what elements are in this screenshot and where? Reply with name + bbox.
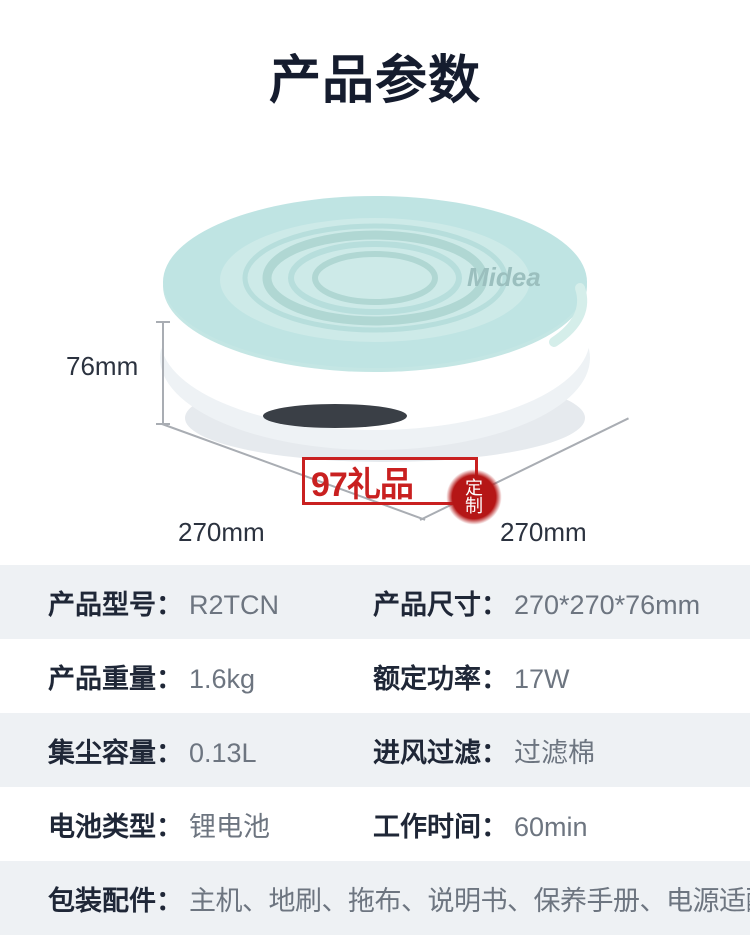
watermark-seal-text: 定 (465, 479, 483, 497)
spec-cell: 额定功率： 17W (365, 657, 750, 696)
spec-label: 进风过滤： (373, 731, 508, 770)
watermark-text: 97礼品 (311, 457, 413, 506)
spec-value: 过滤棉 (514, 731, 595, 770)
spec-cell: 产品型号： R2TCN (0, 583, 365, 622)
dimension-label-depth: 270mm (500, 517, 587, 548)
dimension-tick (156, 321, 170, 323)
spec-value: R2TCN (189, 590, 279, 621)
spec-value: 主机、地刷、拖布、说明书、保养手册、电源适配器 (189, 879, 750, 918)
spec-label: 产品尺寸： (373, 583, 508, 622)
product-diagram: Midea 76mm 270mm 270mm 97礼品 定 制 (0, 113, 750, 533)
spec-cell: 产品尺寸： 270*270*76mm (365, 583, 750, 622)
spec-row: 产品重量： 1.6kg 额定功率： 17W (0, 639, 750, 713)
spec-cell: 集尘容量： 0.13L (0, 731, 365, 770)
page-title: 产品参数 (0, 0, 750, 113)
robot-vacuum-illustration: Midea (135, 168, 615, 478)
spec-label: 电池类型： (48, 805, 183, 844)
spec-value: 0.13L (189, 738, 257, 769)
spec-label: 产品型号： (48, 583, 183, 622)
spec-value: 锂电池 (189, 805, 270, 844)
spec-row: 集尘容量： 0.13L 进风过滤： 过滤棉 (0, 713, 750, 787)
spec-value: 17W (514, 664, 570, 695)
spec-cell: 包装配件： 主机、地刷、拖布、说明书、保养手册、电源适配器 (0, 879, 750, 918)
spec-cell: 产品重量： 1.6kg (0, 657, 365, 696)
spec-row: 电池类型： 锂电池 工作时间： 60min (0, 787, 750, 861)
spec-table: 产品型号： R2TCN 产品尺寸： 270*270*76mm 产品重量： 1.6… (0, 565, 750, 935)
spec-cell: 电池类型： 锂电池 (0, 805, 365, 844)
watermark-seal: 定 制 (446, 469, 502, 525)
spec-value: 270*270*76mm (514, 590, 700, 621)
brand-logo: Midea (467, 262, 541, 292)
dimension-line-height (162, 321, 164, 425)
spec-cell: 进风过滤： 过滤棉 (365, 731, 750, 770)
spec-label: 集尘容量： (48, 731, 183, 770)
spec-label: 额定功率： (373, 657, 508, 696)
spec-label: 包装配件： (48, 879, 183, 918)
spec-value: 1.6kg (189, 664, 255, 695)
spec-row: 包装配件： 主机、地刷、拖布、说明书、保养手册、电源适配器 (0, 861, 750, 935)
watermark-seal-text: 制 (465, 497, 483, 515)
spec-row: 产品型号： R2TCN 产品尺寸： 270*270*76mm (0, 565, 750, 639)
spec-label: 工作时间： (373, 805, 508, 844)
spec-value: 60min (514, 812, 588, 843)
spec-label: 产品重量： (48, 657, 183, 696)
dimension-label-height: 76mm (66, 351, 138, 382)
dimension-label-width: 270mm (178, 517, 265, 548)
spec-cell: 工作时间： 60min (365, 805, 750, 844)
